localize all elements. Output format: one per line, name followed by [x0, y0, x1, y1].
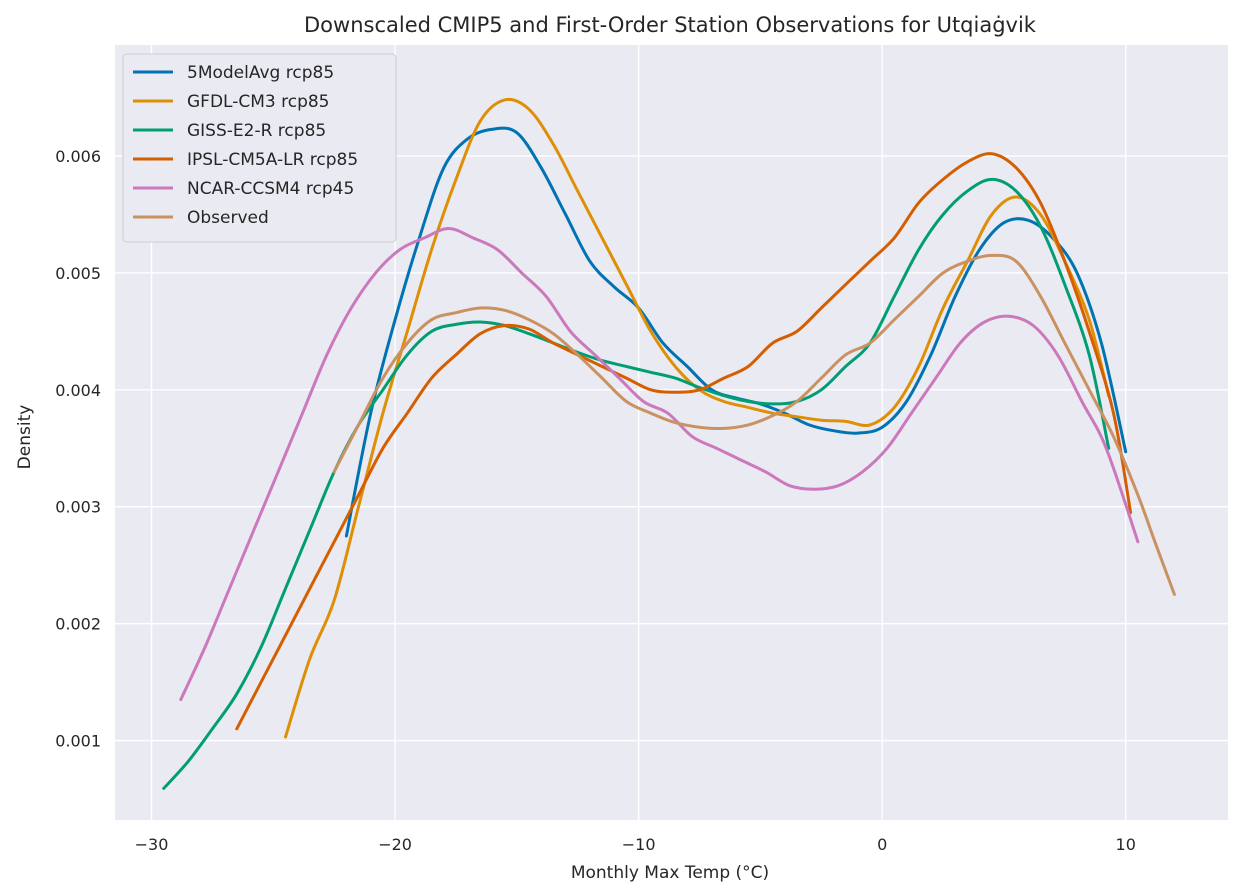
- series-line-3: [162, 177, 1111, 790]
- x-tick-label: −10: [622, 835, 656, 854]
- legend-label: 5ModelAvg rcp85: [187, 63, 334, 83]
- series-line-5: [179, 227, 1140, 702]
- legend-label: GFDL-CM3 rcp85: [187, 92, 330, 112]
- x-tick-label: 10: [1116, 835, 1136, 854]
- y-axis-label: Density: [15, 405, 35, 470]
- x-axis-label: Monthly Max Temp (°C): [571, 863, 769, 883]
- y-tick-label: 0.002: [55, 615, 101, 634]
- chart-title: Downscaled CMIP5 and First-Order Station…: [304, 13, 1037, 37]
- legend-label: Observed: [187, 208, 269, 228]
- x-tick-label: −20: [378, 835, 412, 854]
- legend-label: NCAR-CCSM4 rcp45: [187, 179, 354, 199]
- series-line-4: [235, 152, 1133, 731]
- y-tick-label: 0.001: [55, 732, 101, 751]
- y-tick-label: 0.004: [55, 381, 101, 400]
- legend-label: GISS-E2-R rcp85: [187, 121, 326, 141]
- legend-box: [122, 53, 397, 243]
- x-tick-label: −30: [135, 835, 169, 854]
- series-line-6: [332, 253, 1176, 596]
- y-tick-label: 0.006: [55, 147, 101, 166]
- y-tick-label: 0.005: [55, 264, 101, 283]
- series-line-2: [284, 97, 1111, 739]
- y-tick-label: 0.003: [55, 498, 101, 517]
- legend: 5ModelAvg rcp85 GFDL-CM3 rcp85 GISS-E2-R r…: [122, 53, 397, 243]
- x-tick-label: 0: [877, 835, 887, 854]
- legend-label: IPSL-CM5A-LR rcp85: [187, 150, 358, 170]
